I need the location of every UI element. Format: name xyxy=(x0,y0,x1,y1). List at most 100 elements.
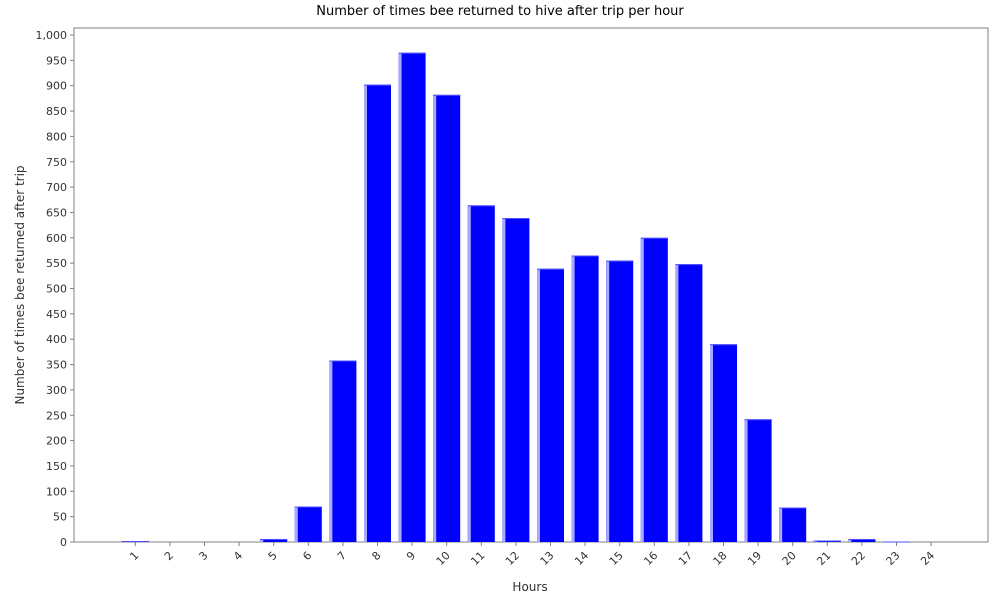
y-tick-label: 800 xyxy=(46,130,67,143)
bar-highlight xyxy=(398,52,402,543)
x-axis-label: Hours xyxy=(512,580,547,594)
y-axis-label: Number of times bee returned after trip xyxy=(13,165,27,404)
x-tick-label: 17 xyxy=(676,549,695,568)
x-tick-label: 8 xyxy=(369,549,383,563)
bar-21 xyxy=(813,540,841,542)
y-tick-label: 400 xyxy=(46,333,67,346)
bar xyxy=(329,360,357,542)
bar xyxy=(710,344,737,542)
y-axis: 0 50 100 150 200 250 300 350 400 450 500 550 600 650 7… xyxy=(36,29,74,549)
bar xyxy=(779,507,807,542)
x-tick-label: 24 xyxy=(918,549,937,568)
bar-8 xyxy=(364,84,391,542)
x-tick-label: 22 xyxy=(849,549,868,568)
bar-14 xyxy=(571,255,599,543)
bar-23 xyxy=(883,541,910,543)
y-tick-label: 250 xyxy=(46,409,67,422)
bar-highlight xyxy=(467,205,471,543)
bar-highlight xyxy=(640,237,644,543)
bar xyxy=(675,264,703,542)
bar-highlight xyxy=(502,218,506,543)
bar-highlight xyxy=(260,538,264,542)
bar xyxy=(467,205,495,543)
bar-highlight xyxy=(710,344,713,542)
bar xyxy=(398,52,426,543)
y-tick-label: 200 xyxy=(46,435,67,448)
bar-16 xyxy=(640,237,668,543)
y-tick-label: 700 xyxy=(46,181,67,194)
y-tick-label: 0 xyxy=(60,536,67,549)
bar-11 xyxy=(467,205,495,543)
y-tick-label: 750 xyxy=(46,156,67,169)
x-tick-label: 12 xyxy=(503,549,522,568)
chart-title: Number of times bee returned to hive aft… xyxy=(316,4,684,19)
x-tick-label: 15 xyxy=(607,549,626,568)
bar-12 xyxy=(502,218,530,543)
y-tick-label: 50 xyxy=(53,511,67,524)
bar xyxy=(260,538,288,542)
x-tick-label: 16 xyxy=(641,549,660,568)
bar xyxy=(848,538,876,542)
x-tick-label: 20 xyxy=(780,549,799,568)
bar-9 xyxy=(398,52,426,543)
y-tick-label: 100 xyxy=(46,485,67,498)
bar-18 xyxy=(710,344,737,542)
bar-17 xyxy=(675,264,703,542)
x-tick-label: 14 xyxy=(572,549,591,568)
y-tick-label: 500 xyxy=(46,283,67,296)
x-tick-label: 7 xyxy=(335,549,349,563)
bar xyxy=(537,268,564,542)
bar-highlight xyxy=(675,264,679,542)
bar-13 xyxy=(537,268,564,542)
bar xyxy=(571,255,599,543)
y-tick-label: 900 xyxy=(46,80,67,93)
x-tick-label: 11 xyxy=(468,549,487,568)
bar-highlight xyxy=(606,260,610,542)
bar-highlight xyxy=(294,506,298,542)
y-tick-label: 650 xyxy=(46,206,67,219)
y-tick-label: 450 xyxy=(46,308,67,321)
bar xyxy=(433,94,461,543)
x-tick-label: 4 xyxy=(231,549,245,563)
x-tick-label: 9 xyxy=(404,549,418,563)
x-tick-label: 23 xyxy=(884,549,903,568)
x-axis: 1 2 3 4 5 6 7 8 9 10 11 12 13 14 15 16 17 18 19 20 21 22 23 24 xyxy=(127,542,937,568)
x-tick-label: 6 xyxy=(300,549,314,563)
bar-1 xyxy=(121,540,149,542)
y-tick-label: 600 xyxy=(46,232,67,245)
bar xyxy=(640,237,668,543)
bar xyxy=(364,84,391,542)
bar-5 xyxy=(260,538,288,542)
y-tick-label: 850 xyxy=(46,105,67,118)
bar xyxy=(294,506,322,542)
bar-highlight xyxy=(848,538,852,542)
x-tick-label: 3 xyxy=(196,549,210,563)
x-tick-label: 2 xyxy=(162,549,176,563)
bar-20 xyxy=(779,507,807,542)
y-tick-label: 150 xyxy=(46,460,67,473)
bar-highlight xyxy=(571,255,575,543)
bar-highlight xyxy=(537,268,540,542)
x-tick-label: 21 xyxy=(814,549,833,568)
y-tick-label: 300 xyxy=(46,384,67,397)
y-tick-label: 950 xyxy=(46,54,67,67)
bar-6 xyxy=(294,506,322,542)
bar-highlight xyxy=(433,94,437,543)
x-tick-label: 10 xyxy=(434,549,453,568)
y-tick-label: 1,000 xyxy=(36,29,68,42)
x-tick-label: 18 xyxy=(711,549,730,568)
bar-10 xyxy=(433,94,461,543)
bars-group xyxy=(121,52,910,543)
bar-7 xyxy=(329,360,357,542)
bar xyxy=(502,218,530,543)
bar-15 xyxy=(606,260,634,542)
y-tick-label: 550 xyxy=(46,257,67,270)
bar-highlight xyxy=(744,419,748,542)
y-tick-label: 350 xyxy=(46,359,67,372)
x-tick-label: 13 xyxy=(538,549,557,568)
x-tick-label: 5 xyxy=(266,549,280,563)
bar xyxy=(744,419,772,542)
bar-22 xyxy=(848,538,876,542)
